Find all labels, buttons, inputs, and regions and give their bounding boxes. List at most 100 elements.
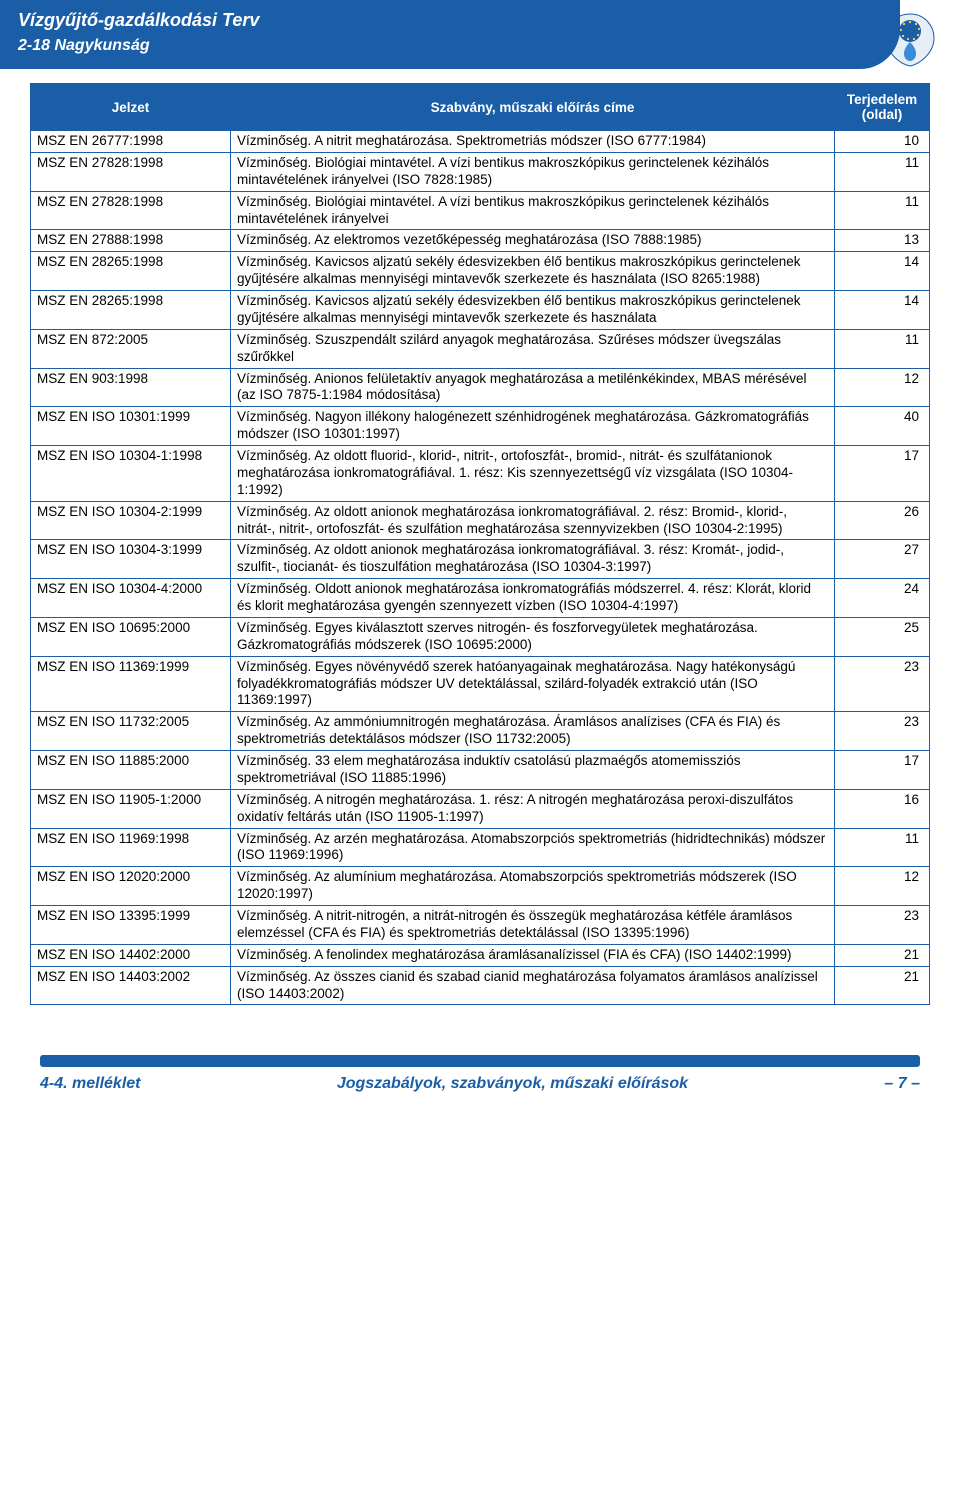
cell-cime: Vízminőség. Nagyon illékony halogénezett… (231, 407, 835, 446)
footer-left: 4-4. melléklet (40, 1075, 141, 1093)
cell-terj: 11 (835, 191, 930, 230)
cell-jelzet: MSZ EN 903:1998 (31, 368, 231, 407)
cell-jelzet: MSZ EN 26777:1998 (31, 131, 231, 153)
cell-terj: 14 (835, 252, 930, 291)
cell-cime: Vízminőség. Az oldott anionok meghatároz… (231, 501, 835, 540)
cell-cime: Vízminőség. Az alumínium meghatározása. … (231, 867, 835, 906)
col-header-jelzet: Jelzet (31, 84, 231, 131)
cell-terj: 40 (835, 407, 930, 446)
footer-right: – 7 – (884, 1075, 920, 1093)
cell-cime: Vízminőség. Biológiai mintavétel. A vízi… (231, 152, 835, 191)
cell-jelzet: MSZ EN ISO 11885:2000 (31, 751, 231, 790)
table-body: MSZ EN 26777:1998Vízminőség. A nitrit me… (31, 131, 930, 1005)
cell-terj: 21 (835, 966, 930, 1005)
cell-cime: Vízminőség. Anionos felületaktív anyagok… (231, 368, 835, 407)
cell-jelzet: MSZ EN ISO 11369:1999 (31, 656, 231, 712)
footer: 4-4. melléklet Jogszabályok, szabványok,… (0, 1075, 960, 1113)
cell-jelzet: MSZ EN 28265:1998 (31, 291, 231, 330)
table-row: MSZ EN 27828:1998Vízminőség. Biológiai m… (31, 191, 930, 230)
footer-divider (40, 1055, 920, 1067)
cell-jelzet: MSZ EN ISO 13395:1999 (31, 906, 231, 945)
cell-cime: Vízminőség. Az arzén meghatározása. Atom… (231, 828, 835, 867)
table-row: MSZ EN ISO 11732:2005Vízminőség. Az ammó… (31, 712, 930, 751)
cell-jelzet: MSZ EN ISO 11969:1998 (31, 828, 231, 867)
cell-terj: 27 (835, 540, 930, 579)
cell-cime: Vízminőség. Kavicsos aljzatú sekély édes… (231, 291, 835, 330)
table-row: MSZ EN ISO 14403:2002Vízminőség. Az össz… (31, 966, 930, 1005)
cell-terj: 26 (835, 501, 930, 540)
cell-terj: 25 (835, 617, 930, 656)
cell-cime: Vízminőség. Az oldott anionok meghatároz… (231, 540, 835, 579)
cell-jelzet: MSZ EN 28265:1998 (31, 252, 231, 291)
cell-jelzet: MSZ EN ISO 10301:1999 (31, 407, 231, 446)
cell-jelzet: MSZ EN 27888:1998 (31, 230, 231, 252)
table-header: Jelzet Szabvány, műszaki előírás címe Te… (31, 84, 930, 131)
cell-terj: 12 (835, 867, 930, 906)
table-row: MSZ EN ISO 10301:1999Vízminőség. Nagyon … (31, 407, 930, 446)
cell-terj: 23 (835, 656, 930, 712)
cell-cime: Vízminőség. 33 elem meghatározása indukt… (231, 751, 835, 790)
cell-jelzet: MSZ EN ISO 11905-1:2000 (31, 789, 231, 828)
cell-cime: Vízminőség. Az oldott fluorid-, klorid-,… (231, 446, 835, 502)
table-row: MSZ EN ISO 14402:2000Vízminőség. A fenol… (31, 944, 930, 966)
cell-jelzet: MSZ EN ISO 11732:2005 (31, 712, 231, 751)
table-row: MSZ EN ISO 11969:1998Vízminőség. Az arzé… (31, 828, 930, 867)
header-title: Vízgyűjtő-gazdálkodási Terv (18, 10, 882, 31)
cell-cime: Vízminőség. Az elektromos vezetőképesség… (231, 230, 835, 252)
cell-jelzet: MSZ EN ISO 12020:2000 (31, 867, 231, 906)
cell-jelzet: MSZ EN 27828:1998 (31, 191, 231, 230)
cell-cime: Vízminőség. A nitrit meghatározása. Spek… (231, 131, 835, 153)
cell-jelzet: MSZ EN ISO 10304-3:1999 (31, 540, 231, 579)
table-row: MSZ EN ISO 13395:1999Vízminőség. A nitri… (31, 906, 930, 945)
table-row: MSZ EN 903:1998Vízminőség. Anionos felül… (31, 368, 930, 407)
cell-terj: 13 (835, 230, 930, 252)
cell-jelzet: MSZ EN ISO 10695:2000 (31, 617, 231, 656)
cell-cime: Vízminőség. Szuszpendált szilárd anyagok… (231, 329, 835, 368)
col-header-cime: Szabvány, műszaki előírás címe (231, 84, 835, 131)
cell-cime: Vízminőség. Az ammóniumnitrogén meghatár… (231, 712, 835, 751)
cell-cime: Vízminőség. Egyes kiválasztott szerves n… (231, 617, 835, 656)
cell-terj: 12 (835, 368, 930, 407)
cell-terj: 14 (835, 291, 930, 330)
cell-terj: 23 (835, 906, 930, 945)
cell-terj: 17 (835, 446, 930, 502)
cell-cime: Vízminőség. Kavicsos aljzatú sekély édes… (231, 252, 835, 291)
table-row: MSZ EN ISO 10304-4:2000Vízminőség. Oldot… (31, 579, 930, 618)
cell-cime: Vízminőség. Oldott anionok meghatározása… (231, 579, 835, 618)
table-row: MSZ EN 28265:1998Vízminőség. Kavicsos al… (31, 291, 930, 330)
cell-terj: 10 (835, 131, 930, 153)
cell-cime: Vízminőség. Biológiai mintavétel. A vízi… (231, 191, 835, 230)
cell-jelzet: MSZ EN ISO 10304-4:2000 (31, 579, 231, 618)
document-header: Vízgyűjtő-gazdálkodási Terv 2-18 Nagykun… (0, 0, 900, 69)
cell-cime: Vízminőség. Egyes növényvédő szerek ható… (231, 656, 835, 712)
cell-cime: Vízminőség. A nitrogén meghatározása. 1.… (231, 789, 835, 828)
header-subtitle: 2-18 Nagykunság (18, 37, 882, 55)
standards-table: Jelzet Szabvány, műszaki előírás címe Te… (30, 83, 930, 1005)
content-area: Jelzet Szabvány, műszaki előírás címe Te… (0, 69, 960, 1015)
cell-cime: Vízminőség. Az összes cianid és szabad c… (231, 966, 835, 1005)
table-row: MSZ EN 26777:1998Vízminőség. A nitrit me… (31, 131, 930, 153)
table-row: MSZ EN ISO 10304-2:1999Vízminőség. Az ol… (31, 501, 930, 540)
col-header-terj: Terjedelem (oldal) (835, 84, 930, 131)
table-row: MSZ EN 872:2005Vízminőség. Szuszpendált … (31, 329, 930, 368)
table-row: MSZ EN ISO 11885:2000Vízminőség. 33 elem… (31, 751, 930, 790)
table-row: MSZ EN ISO 10304-3:1999Vízminőség. Az ol… (31, 540, 930, 579)
table-row: MSZ EN 27888:1998Vízminőség. Az elektrom… (31, 230, 930, 252)
table-row: MSZ EN ISO 11369:1999Vízminőség. Egyes n… (31, 656, 930, 712)
cell-terj: 11 (835, 329, 930, 368)
cell-jelzet: MSZ EN ISO 14403:2002 (31, 966, 231, 1005)
cell-jelzet: MSZ EN ISO 14402:2000 (31, 944, 231, 966)
page: Vízgyűjtő-gazdálkodási Terv 2-18 Nagykun… (0, 0, 960, 1500)
cell-terj: 24 (835, 579, 930, 618)
table-row: MSZ EN 28265:1998Vízminőség. Kavicsos al… (31, 252, 930, 291)
cell-jelzet: MSZ EN 27828:1998 (31, 152, 231, 191)
cell-terj: 16 (835, 789, 930, 828)
table-row: MSZ EN ISO 11905-1:2000Vízminőség. A nit… (31, 789, 930, 828)
cell-terj: 23 (835, 712, 930, 751)
cell-terj: 11 (835, 152, 930, 191)
table-row: MSZ EN ISO 10695:2000Vízminőség. Egyes k… (31, 617, 930, 656)
cell-terj: 11 (835, 828, 930, 867)
cell-terj: 17 (835, 751, 930, 790)
footer-center: Jogszabályok, szabványok, műszaki előírá… (141, 1075, 885, 1093)
cell-jelzet: MSZ EN ISO 10304-1:1998 (31, 446, 231, 502)
